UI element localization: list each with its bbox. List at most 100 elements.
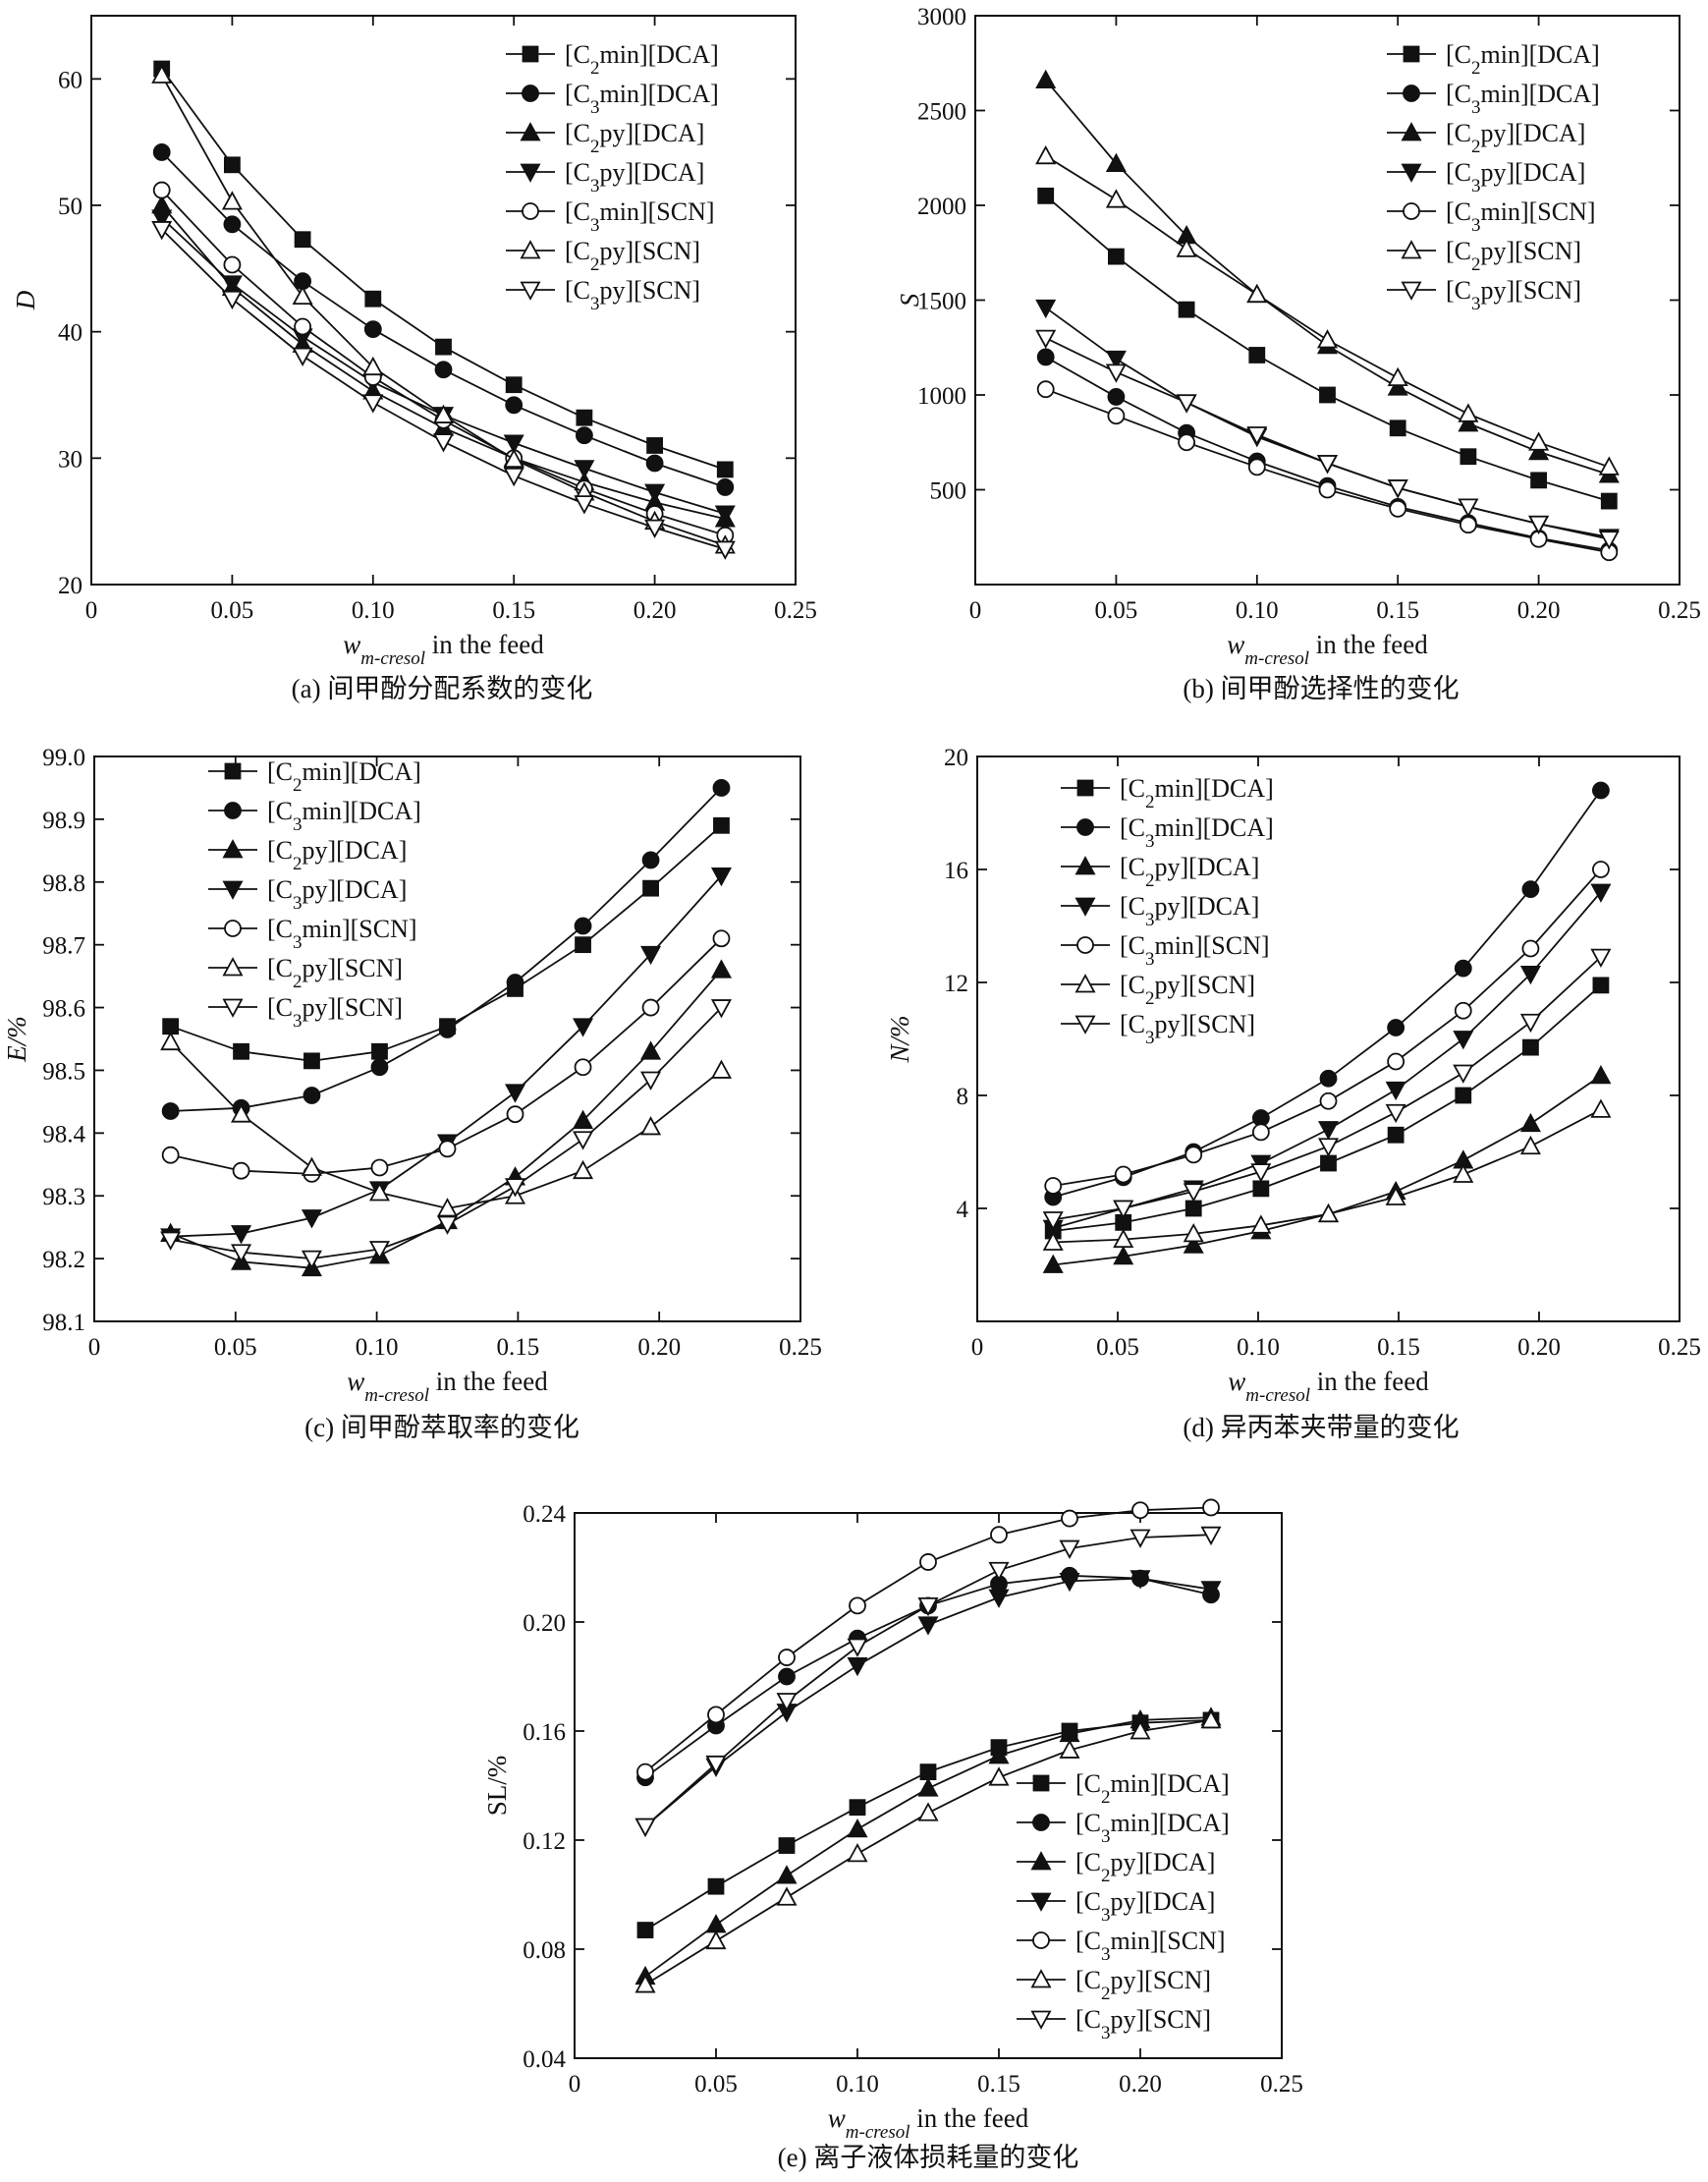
data-point	[634, 1818, 656, 1838]
data-point	[1131, 1501, 1149, 1520]
data-point	[713, 816, 730, 834]
y-tick-label: 98.6	[42, 996, 85, 1023]
x-tick-label: 0.05	[211, 597, 254, 624]
x-tick-label: 0	[85, 597, 98, 624]
data-point	[503, 434, 524, 454]
data-point	[1521, 939, 1540, 958]
data-point	[640, 945, 662, 966]
data-point	[1592, 781, 1610, 800]
data-point	[847, 1657, 868, 1677]
data-point	[640, 1071, 662, 1091]
data-point	[223, 156, 241, 174]
data-point	[438, 1140, 457, 1158]
legend-marker	[1074, 856, 1096, 875]
x-tick-label: 0	[569, 2071, 581, 2098]
data-point	[301, 1209, 322, 1229]
legend-label: [C2min][DCA]	[1075, 1769, 1230, 1808]
data-point	[714, 540, 736, 560]
data-point	[576, 426, 593, 445]
y-tick-label: 20	[944, 745, 968, 771]
legend-marker	[1032, 1774, 1050, 1792]
legend-marker	[520, 240, 541, 259]
data-point	[641, 998, 660, 1017]
data-point	[849, 1799, 866, 1817]
legend-b: [C2min][DCA][C3min][DCA][C2py][DCA][C3py…	[1387, 40, 1600, 314]
data-point	[1519, 965, 1541, 985]
legend-label: [C3min][DCA]	[267, 797, 421, 835]
x-tick-label: 0.25	[1260, 2071, 1303, 2098]
legend-label: [C3min][SCN]	[1075, 1927, 1226, 1965]
data-point	[294, 231, 311, 249]
data-point	[506, 1105, 524, 1124]
data-point	[368, 1241, 390, 1260]
data-point	[1178, 433, 1195, 452]
y-axis-label: D	[11, 290, 40, 310]
data-point	[151, 209, 173, 229]
data-point	[1037, 187, 1055, 204]
data-point	[574, 460, 595, 479]
legend-label: [C3min][SCN]	[1120, 931, 1270, 970]
x-tick-label: 0.10	[356, 1334, 399, 1361]
data-point	[505, 376, 523, 394]
data-point	[705, 1930, 727, 1950]
chart-d: 0 0.05 0.10 0.15 0.20 0.25 4 8 12 16 20 wm-cresol i…	[885, 745, 1701, 1442]
data-point	[1105, 364, 1127, 383]
y-tick-label: 1500	[917, 289, 966, 315]
data-point	[1035, 69, 1057, 89]
data-point	[503, 467, 524, 487]
data-point	[1598, 531, 1620, 550]
data-point	[1250, 1163, 1272, 1183]
legend-label: [C2py][DCA]	[1446, 119, 1585, 157]
data-point	[1129, 1570, 1151, 1590]
x-tick-label: 0.05	[694, 2071, 738, 2098]
data-point	[1454, 1001, 1472, 1020]
x-tick-label: 0.15	[977, 2071, 1020, 2098]
data-point	[712, 929, 731, 948]
data-point	[1061, 1509, 1078, 1528]
y-tick-label: 98.9	[42, 808, 85, 834]
y-tick-label: 3000	[917, 4, 966, 30]
legend-marker	[522, 84, 539, 102]
data-point	[573, 1159, 594, 1180]
data-point	[705, 1755, 727, 1775]
data-point	[1176, 238, 1197, 257]
legend-label: [C3min][SCN]	[565, 197, 715, 236]
data-point	[151, 221, 173, 241]
x-tick-label: 0.20	[637, 1334, 681, 1361]
data-point	[1522, 1038, 1539, 1056]
y-tick-label: 40	[58, 320, 83, 347]
x-axis-label: wm-cresol in the feed	[828, 2103, 1029, 2143]
data-point	[1035, 144, 1057, 165]
legend-marker	[224, 802, 242, 819]
data-point	[1458, 403, 1479, 422]
data-point	[1387, 479, 1408, 499]
x-tick-label: 0.10	[1236, 597, 1279, 624]
legend-e: [C2min][DCA][C3min][DCA][C2py][DCA][C3py…	[1017, 1769, 1230, 2043]
x-tick-label: 0.10	[836, 2071, 879, 2098]
legend-label: [C2py][SCN]	[565, 237, 700, 275]
data-point	[1178, 301, 1195, 318]
data-point	[574, 495, 595, 515]
data-point	[707, 1877, 725, 1895]
data-point	[221, 191, 243, 210]
data-point	[303, 1087, 321, 1104]
data-point	[1528, 431, 1550, 451]
data-point	[301, 1250, 322, 1269]
data-point	[1042, 1254, 1064, 1273]
x-axis-label: wm-cresol in the feed	[1227, 630, 1428, 669]
data-point	[1200, 1581, 1222, 1600]
data-point	[1519, 1135, 1541, 1155]
data-point	[847, 1818, 868, 1838]
data-point	[1105, 350, 1127, 370]
data-point	[644, 519, 666, 538]
legend-marker	[1074, 974, 1096, 993]
data-point	[1454, 959, 1472, 978]
data-point	[716, 478, 735, 496]
data-point	[1528, 441, 1550, 461]
legend-marker	[222, 998, 244, 1018]
data-point	[1252, 1180, 1270, 1198]
legend-label: [C2min][DCA]	[267, 757, 421, 796]
legend-label: [C3py][DCA]	[1446, 158, 1585, 196]
data-point	[1113, 1245, 1134, 1265]
